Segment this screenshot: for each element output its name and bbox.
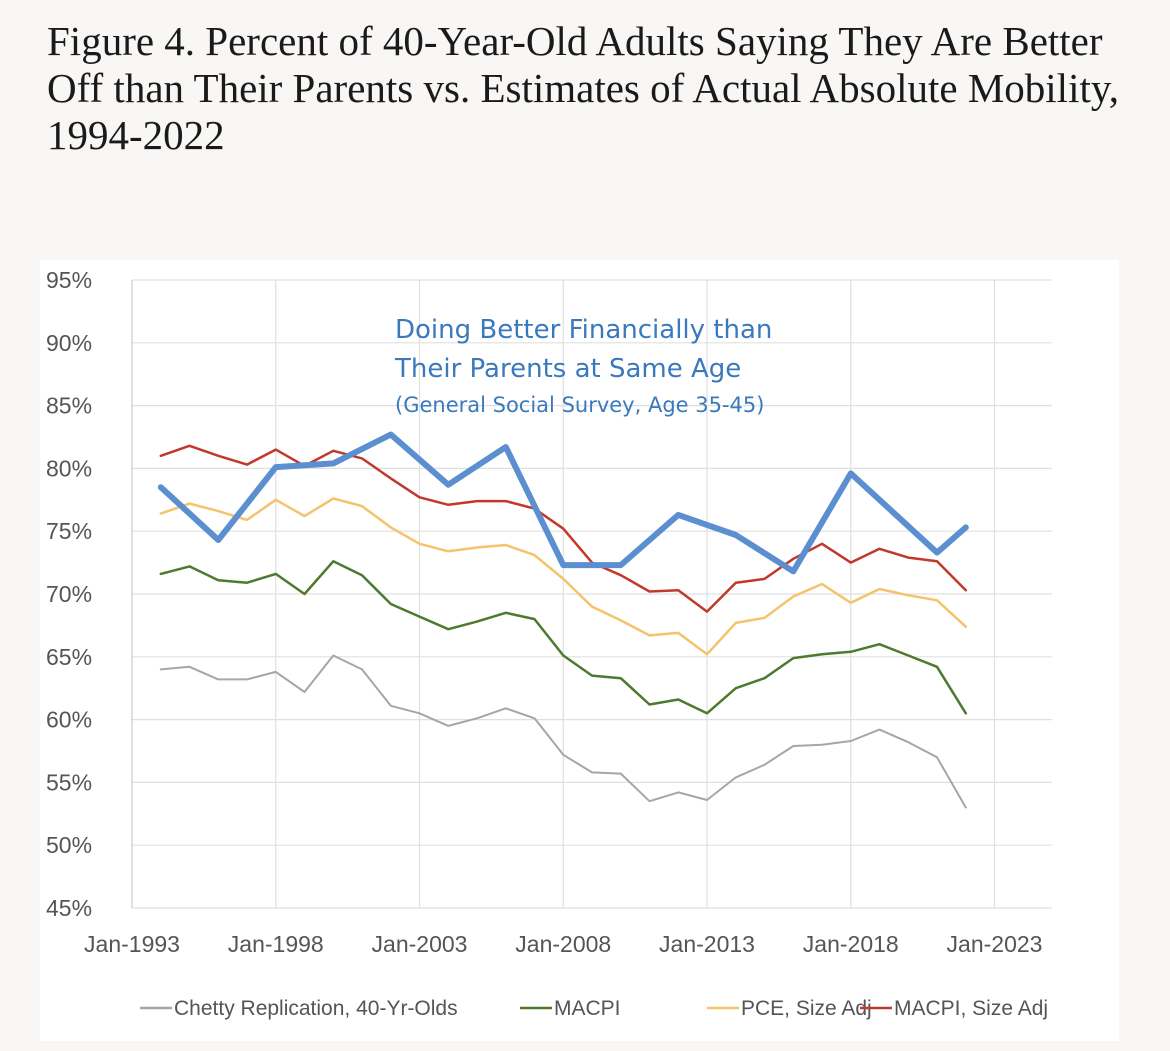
annotation-line: Doing Better Financially than [395,315,772,345]
y-tick-label: 75% [46,518,92,544]
y-tick-label: 45% [46,895,92,921]
x-tick-label: Jan-1998 [228,931,324,957]
x-tick-label: Jan-2013 [659,931,755,957]
chart-panel: 95% 90% 85% 80% 75% 70% 65% 60% 55% 50% 45% Jan-19… [40,260,1119,1041]
series-line-2 [159,497,968,656]
legend-label: PCE, Size Adj [741,997,872,1020]
legend-item: Chetty Replication, 40-Yr-Olds [140,997,458,1020]
x-tick-label: Jan-2018 [803,931,899,957]
legend-label: MACPI, Size Adj [894,997,1048,1020]
series-line-4 [157,431,969,575]
y-tick-label: 55% [46,769,92,795]
x-tick-label: Jan-2023 [947,931,1043,957]
annotation-line: Their Parents at Same Age [394,354,741,384]
chart-legend: Chetty Replication, 40-Yr-Olds MACPI PCE, … [140,997,1048,1020]
series-line-3 [159,444,968,613]
legend-label: MACPI [554,997,621,1020]
x-tick-label: Jan-2008 [515,931,611,957]
line-chart: 95% 90% 85% 80% 75% 70% 65% 60% 55% 50% 45% Jan-19… [46,267,1052,1020]
y-tick-label: 60% [46,707,92,733]
y-tick-label: 95% [46,267,92,293]
annotation-line: (General Social Survey, Age 35-45) [395,393,764,417]
legend-item: MACPI [520,997,621,1020]
x-axis-tick-labels: Jan-1993 Jan-1998 Jan-2003 Jan-2008 Jan-2013… [84,931,1042,957]
y-tick-label: 65% [46,644,92,670]
x-tick-label: Jan-2003 [372,931,468,957]
y-tick-label: 80% [46,455,92,481]
grid-lines [131,279,1052,909]
series-lines [157,431,969,809]
y-tick-label: 85% [46,393,92,419]
y-axis-tick-labels: 95% 90% 85% 80% 75% 70% 65% 60% 55% 50% 45% [46,267,92,921]
series-line-1 [159,560,968,715]
legend-label: Chetty Replication, 40-Yr-Olds [174,997,458,1020]
figure-title: Figure 4. Percent of 40-Year-Old Adults … [47,18,1119,158]
x-tick-label: Jan-1993 [84,931,180,957]
legend-item: MACPI, Size Adj [860,997,1048,1020]
y-tick-label: 70% [46,581,92,607]
y-tick-label: 90% [46,330,92,356]
chart-annotation: Doing Better Financially than Their Paren… [394,315,772,417]
y-tick-label: 50% [46,832,92,858]
series-line-0 [159,654,967,809]
legend-item: PCE, Size Adj [707,997,872,1020]
